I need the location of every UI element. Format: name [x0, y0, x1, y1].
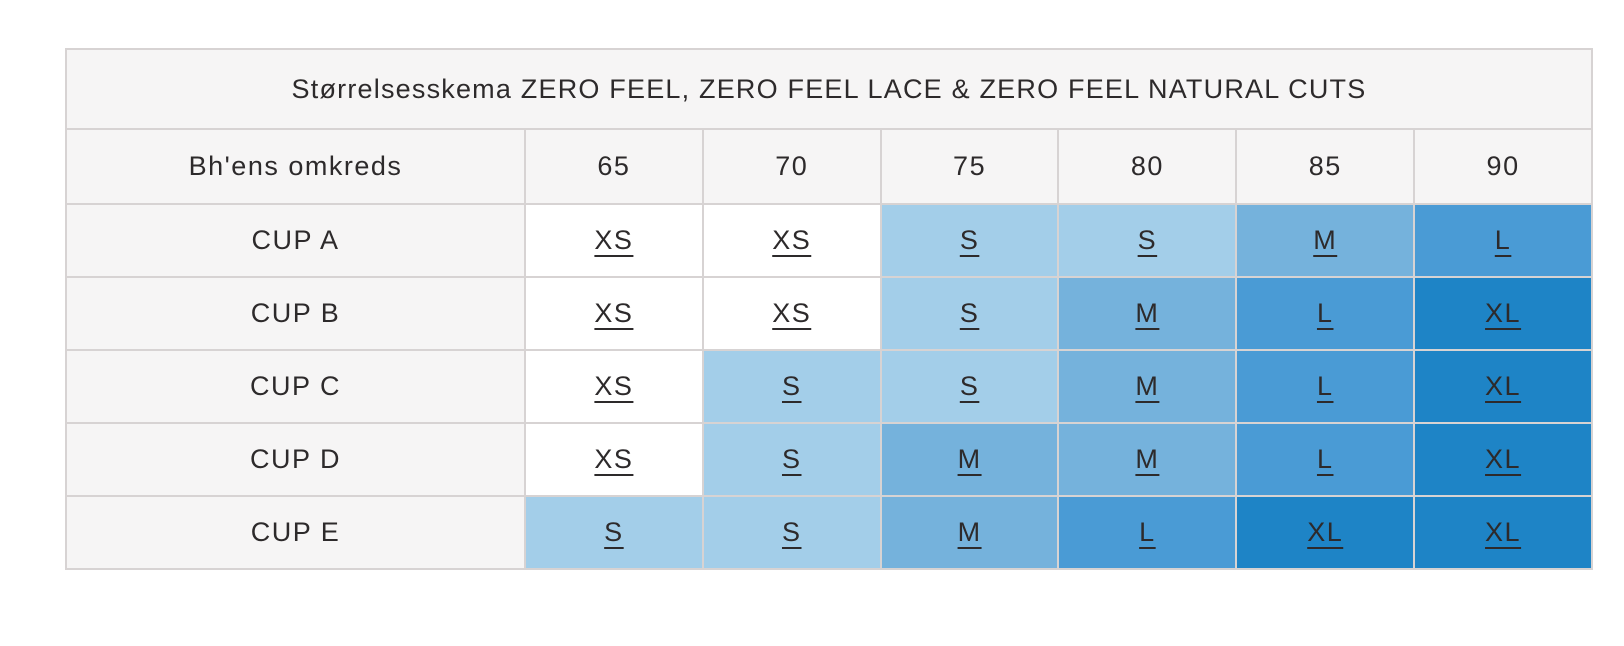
cup-label: CUP E — [65, 495, 526, 570]
size-link[interactable]: S — [959, 298, 980, 328]
size-cell: XS — [524, 276, 704, 351]
size-cell: L — [1413, 203, 1593, 278]
size-chart-table: Størrelsesskema ZERO FEEL, ZERO FEEL LAC… — [65, 48, 1593, 570]
size-cell: M — [879, 495, 1060, 570]
cup-row: CUP B XS XS S M L XL — [65, 276, 1593, 351]
size-cell: S — [879, 276, 1060, 351]
cup-row: CUP A XS XS S S M L — [65, 203, 1593, 278]
cup-label: CUP C — [65, 349, 526, 424]
size-link[interactable]: XS — [594, 225, 634, 255]
cup-row: CUP C XS S S M L XL — [65, 349, 1593, 424]
size-link[interactable]: L — [1316, 371, 1334, 401]
size-link[interactable]: M — [1135, 298, 1160, 328]
size-link[interactable]: S — [781, 371, 802, 401]
size-link[interactable]: L — [1139, 517, 1156, 547]
size-cell: L — [1057, 495, 1238, 570]
size-cell: S — [701, 495, 882, 570]
size-cell: L — [1235, 276, 1416, 351]
size-cell: XS — [524, 422, 704, 497]
band-size-header: 85 — [1235, 128, 1416, 205]
cup-label: CUP D — [65, 422, 526, 497]
size-link[interactable]: L — [1316, 298, 1334, 328]
size-cell: L — [1235, 422, 1416, 497]
cup-label: CUP A — [65, 203, 526, 278]
size-cell: XS — [524, 203, 704, 278]
size-link[interactable]: S — [1137, 225, 1158, 255]
size-link[interactable]: XS — [594, 371, 634, 401]
size-cell: S — [701, 422, 882, 497]
size-cell: XS — [701, 203, 882, 278]
size-cell: S — [879, 349, 1060, 424]
size-cell: M — [1235, 203, 1416, 278]
size-link[interactable]: M — [1135, 444, 1160, 474]
band-size-header: 90 — [1413, 128, 1593, 205]
cup-label: CUP B — [65, 276, 526, 351]
size-link[interactable]: S — [959, 225, 980, 255]
band-size-header: 70 — [701, 128, 882, 205]
size-link[interactable]: XL — [1307, 517, 1344, 547]
size-link[interactable]: XS — [594, 298, 634, 328]
size-cell: XL — [1413, 276, 1593, 351]
size-link[interactable]: M — [957, 517, 982, 547]
size-cell: XL — [1235, 495, 1416, 570]
size-link[interactable]: XL — [1485, 444, 1522, 474]
size-cell: XL — [1413, 422, 1593, 497]
size-link[interactable]: XS — [594, 444, 634, 474]
size-cell: S — [701, 349, 882, 424]
cup-row: CUP E S S M L XL XL — [65, 495, 1593, 570]
size-cell: M — [1057, 349, 1238, 424]
size-cell: XS — [701, 276, 882, 351]
size-link[interactable]: L — [1494, 225, 1512, 255]
size-cell: S — [524, 495, 704, 570]
band-circumference-label: Bh'ens omkreds — [65, 128, 526, 205]
size-cell: XS — [524, 349, 704, 424]
cup-row: CUP D XS S M M L XL — [65, 422, 1593, 497]
band-size-header-row: Bh'ens omkreds 65 70 75 80 85 90 — [65, 128, 1593, 205]
table-title: Størrelsesskema ZERO FEEL, ZERO FEEL LAC… — [65, 48, 1593, 130]
band-size-header: 80 — [1057, 128, 1238, 205]
size-link[interactable]: M — [957, 444, 982, 474]
table-title-row: Størrelsesskema ZERO FEEL, ZERO FEEL LAC… — [65, 48, 1593, 130]
size-cell: S — [879, 203, 1060, 278]
size-link[interactable]: M — [1313, 225, 1338, 255]
size-link[interactable]: XS — [772, 298, 812, 328]
size-link[interactable]: S — [959, 371, 980, 401]
size-link[interactable]: S — [604, 517, 624, 547]
size-cell: M — [1057, 422, 1238, 497]
size-link[interactable]: XL — [1485, 371, 1522, 401]
size-link[interactable]: XS — [772, 225, 812, 255]
band-size-header: 75 — [879, 128, 1060, 205]
band-size-header: 65 — [524, 128, 704, 205]
size-link[interactable]: XL — [1485, 298, 1522, 328]
size-cell: S — [1057, 203, 1238, 278]
size-cell: XL — [1413, 349, 1593, 424]
size-cell: XL — [1413, 495, 1593, 570]
size-link[interactable]: XL — [1485, 517, 1522, 547]
size-link[interactable]: L — [1316, 444, 1334, 474]
size-cell: L — [1235, 349, 1416, 424]
size-grid-body: CUP A XS XS S S M L CUP B XS XS S M L XL CUP C XS S S M L XL… — [65, 203, 1593, 570]
size-cell: M — [879, 422, 1060, 497]
size-link[interactable]: S — [781, 517, 802, 547]
size-link[interactable]: S — [781, 444, 802, 474]
size-link[interactable]: M — [1135, 371, 1160, 401]
size-cell: M — [1057, 276, 1238, 351]
